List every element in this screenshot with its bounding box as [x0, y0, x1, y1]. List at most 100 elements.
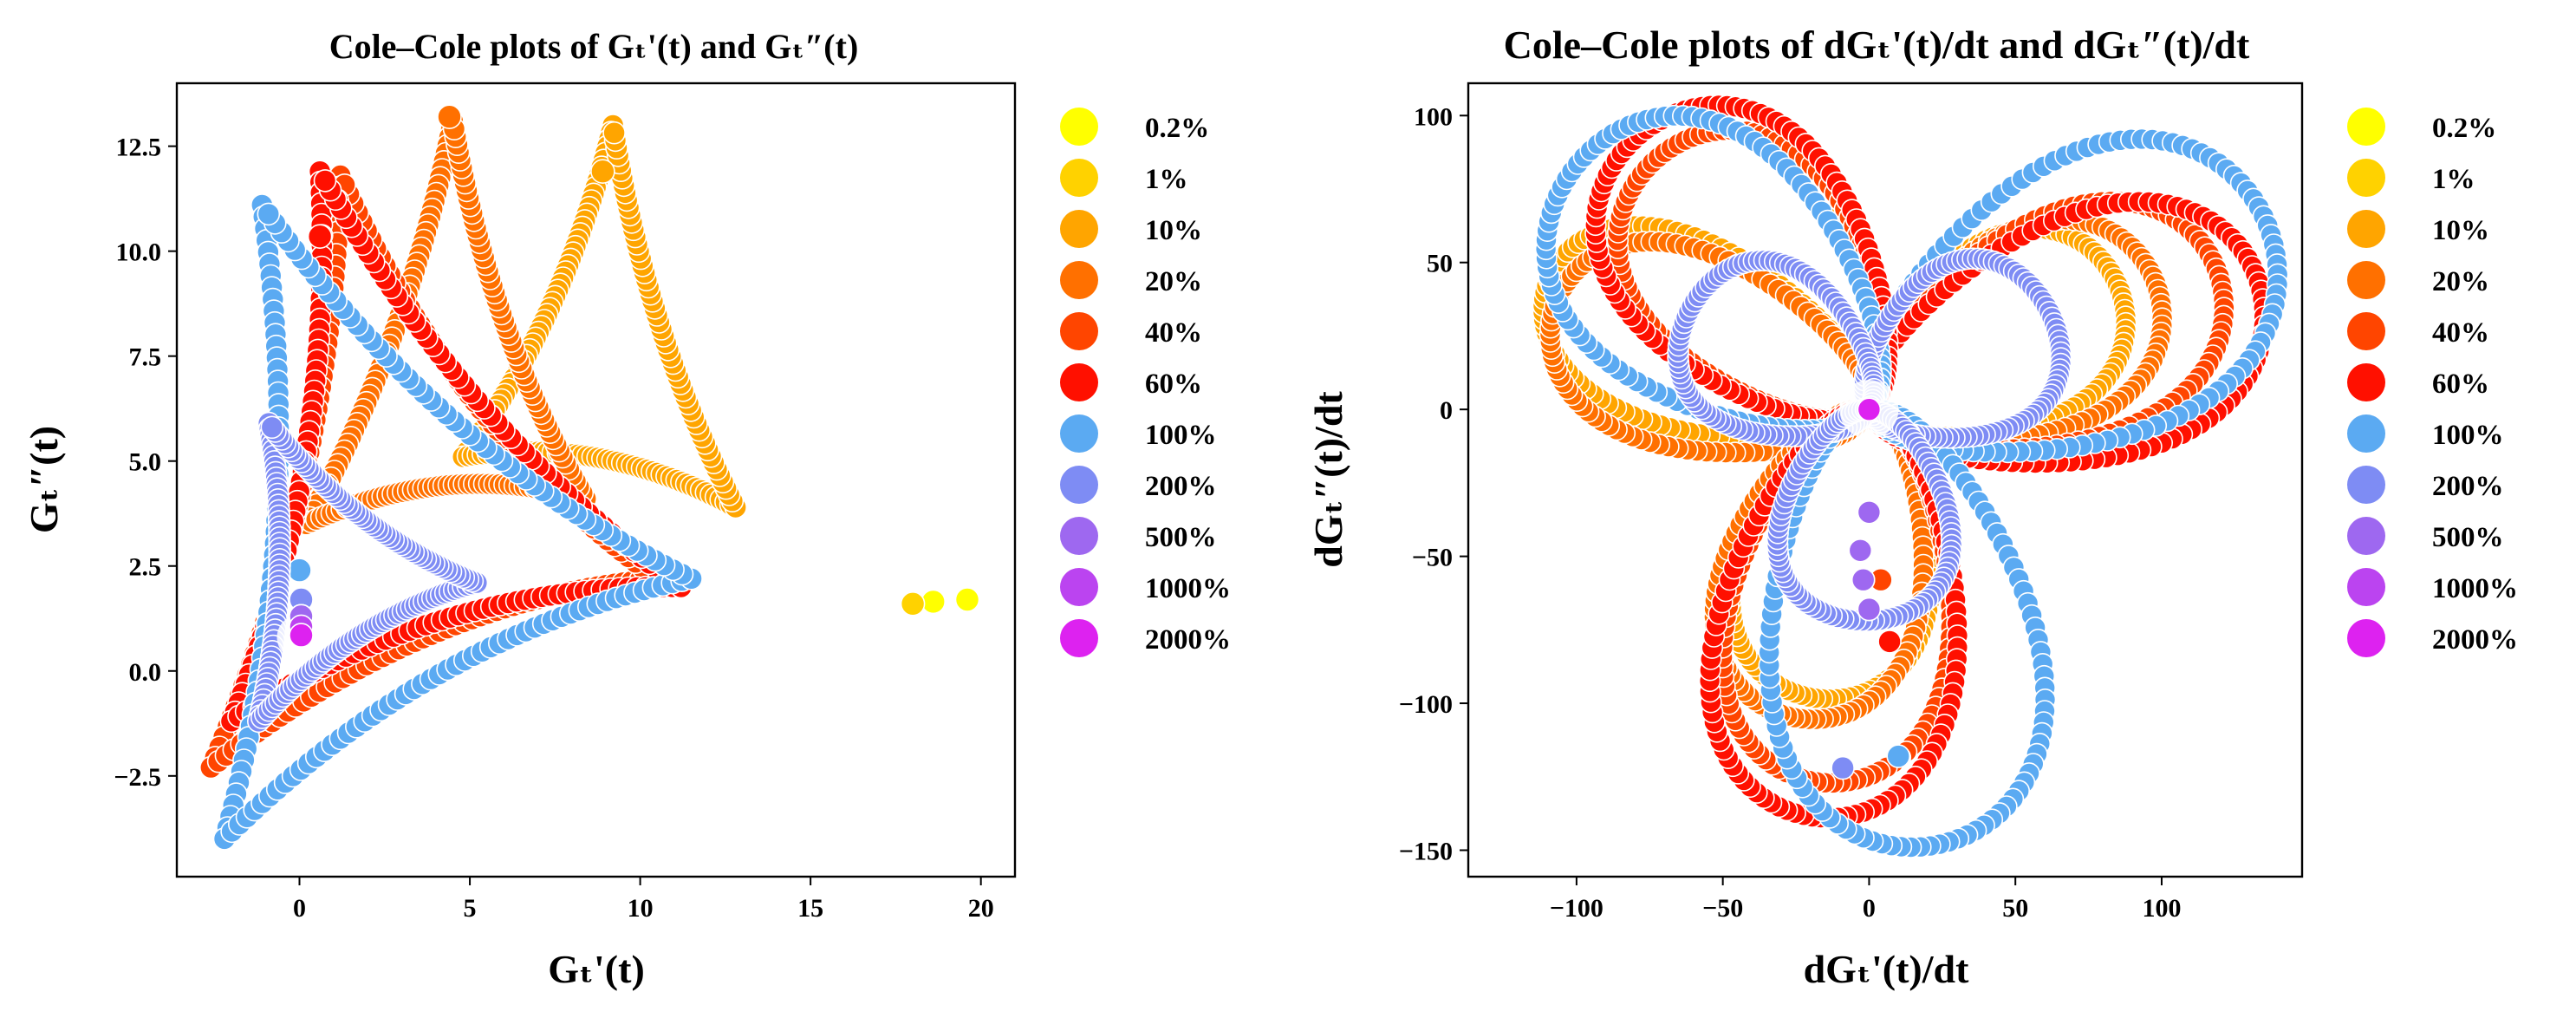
legend-marker	[1060, 159, 1098, 197]
y-tick-label: 10.0	[116, 238, 162, 267]
legend-label: 40%	[2432, 317, 2489, 349]
legend-marker	[2347, 619, 2385, 657]
legend-marker	[2347, 517, 2385, 555]
y-tick-label: 50	[1427, 250, 1453, 278]
legend-label: 1%	[2432, 164, 2475, 195]
y-tick-label: −150	[1399, 838, 1453, 866]
right-chart-ticks: −100 −50 0 50 100 −150 −100 −50 0 50 100	[1399, 102, 2182, 923]
legend-label: 500%	[1145, 522, 1217, 553]
left-chart: Cole–Cole plots of Gₜ'(t) and Gₜ″(t) 0 5 1…	[22, 27, 1231, 991]
left-chart-legend: 0.2% 1% 10% 20% 40% 60% 100% 200% 500% 1000% 2000%	[1060, 108, 1231, 657]
data-point	[1857, 397, 1882, 422]
y-tick-label: −2.5	[114, 763, 161, 792]
legend-label: 0.2%	[1145, 113, 1209, 144]
x-tick-label: 15	[797, 894, 823, 923]
legend-marker	[2347, 414, 2385, 453]
legend-label: 200%	[2432, 471, 2504, 502]
x-tick-label: 100	[2142, 894, 2181, 923]
left-chart-frame	[175, 82, 1017, 878]
legend-label: 40%	[1145, 317, 1202, 349]
data-point	[260, 415, 284, 440]
legend-marker	[1060, 312, 1098, 350]
legend-marker	[1060, 108, 1098, 146]
legend-label: 20%	[1145, 266, 1202, 297]
x-tick-label: 0	[1863, 894, 1876, 923]
y-tick-label: −100	[1399, 690, 1453, 719]
data-point	[437, 104, 462, 129]
legend-marker	[2347, 363, 2385, 401]
y-tick-label: 2.5	[129, 553, 162, 582]
data-point	[307, 224, 333, 250]
x-tick-label: 20	[968, 894, 994, 923]
left-chart-ticks: 0 5 10 15 20 −2.5 0.0 2.5 5.0 7.5 10.0 12.5	[114, 134, 993, 923]
data-point	[602, 121, 626, 145]
y-tick-label: 0	[1440, 396, 1453, 425]
legend-label: 100%	[1145, 420, 1217, 451]
legend-label: 20%	[2432, 266, 2489, 297]
right-chart: Cole–Cole plots of dGₜ'(t)/dt and dGₜ″(t…	[1306, 23, 2518, 991]
data-point	[954, 587, 980, 612]
legend-marker	[2347, 568, 2385, 606]
legend-label: 1000%	[2432, 573, 2518, 604]
legend-label: 200%	[1145, 471, 1217, 502]
legend-marker	[2347, 466, 2385, 504]
data-point	[1886, 744, 1910, 768]
data-point	[257, 202, 281, 226]
legend-marker	[2347, 108, 2385, 146]
left-chart-points	[199, 104, 980, 851]
x-tick-label: −50	[1702, 894, 1743, 923]
legend-label: 10%	[2432, 215, 2489, 246]
y-tick-label: 12.5	[116, 134, 162, 162]
legend-marker	[2347, 312, 2385, 350]
data-point	[1831, 755, 1855, 780]
legend-label: 0.2%	[2432, 113, 2496, 144]
legend-label: 60%	[1145, 369, 1202, 400]
data-point	[289, 623, 314, 648]
legend-marker	[2347, 210, 2385, 248]
y-tick-label: 0.0	[129, 658, 162, 687]
data-point	[1857, 499, 1882, 525]
legend-label: 100%	[2432, 420, 2504, 451]
legend-label: 10%	[1145, 215, 1202, 246]
left-chart-ylabel: Gₜ″(t)	[22, 426, 66, 533]
right-chart-frame	[1467, 82, 2304, 878]
legend-marker	[1060, 261, 1098, 299]
data-point	[920, 589, 946, 615]
data-point	[1848, 538, 1873, 563]
data-point	[1857, 597, 1882, 622]
data-point	[590, 159, 615, 184]
x-tick-label: 0	[293, 894, 306, 923]
legend-marker	[1060, 414, 1098, 453]
legend-marker	[1060, 210, 1098, 248]
legend-label: 500%	[2432, 522, 2504, 553]
right-chart-xlabel: dGₜ'(t)/dt	[1804, 947, 1970, 991]
right-chart-legend: 0.2% 1% 10% 20% 40% 60% 100% 200% 500% 1000% 2000%	[2347, 108, 2518, 657]
legend-label: 2000%	[2432, 624, 2518, 656]
legend-marker	[1060, 363, 1098, 401]
x-tick-label: −100	[1550, 894, 1603, 923]
right-chart-points	[1532, 94, 2289, 858]
legend-marker	[2347, 261, 2385, 299]
left-chart-xlabel: Gₜ'(t)	[548, 947, 645, 991]
legend-label: 60%	[2432, 369, 2489, 400]
x-tick-label: 5	[464, 894, 477, 923]
data-point	[287, 558, 312, 583]
data-point	[900, 591, 926, 617]
y-tick-label: 7.5	[129, 343, 162, 372]
legend-label: 1%	[1145, 164, 1188, 195]
y-tick-label: 5.0	[129, 448, 162, 477]
legend-label: 1000%	[1145, 573, 1231, 604]
y-tick-label: −50	[1412, 544, 1453, 572]
y-tick-label: 100	[1414, 102, 1453, 131]
data-point	[313, 169, 337, 193]
left-chart-title: Cole–Cole plots of Gₜ'(t) and Gₜ″(t)	[329, 27, 859, 66]
legend-marker	[1060, 568, 1098, 606]
data-point	[1851, 567, 1876, 592]
legend-marker	[1060, 517, 1098, 555]
legend-marker	[2347, 159, 2385, 197]
x-tick-label: 10	[628, 894, 654, 923]
legend-label: 2000%	[1145, 624, 1231, 656]
right-chart-title: Cole–Cole plots of dGₜ'(t)/dt and dGₜ″(t…	[1504, 23, 2250, 67]
data-point	[1877, 630, 1902, 654]
